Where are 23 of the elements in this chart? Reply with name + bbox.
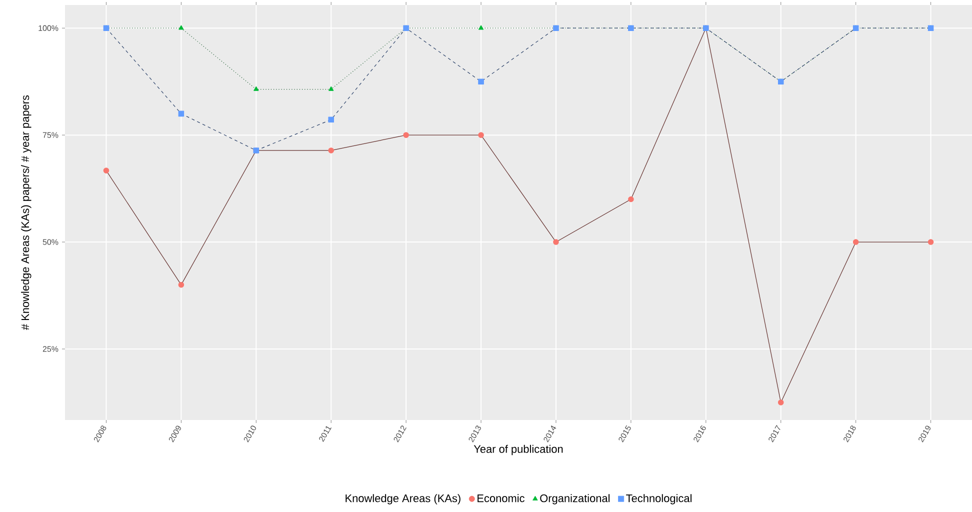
point	[178, 25, 184, 30]
point	[478, 78, 484, 84]
point	[403, 132, 409, 138]
point	[254, 86, 259, 91]
point	[328, 116, 334, 123]
legend-label: Organizational	[540, 494, 610, 504]
x-axis-title: Year of publication	[474, 444, 563, 456]
point	[778, 400, 784, 406]
point	[478, 25, 484, 30]
point	[178, 110, 184, 117]
point	[852, 239, 859, 245]
legend-label: Technological	[626, 494, 692, 504]
point	[628, 196, 634, 202]
point	[928, 239, 934, 245]
point	[178, 282, 184, 288]
point	[328, 148, 334, 154]
legend-label: Economic	[478, 494, 524, 502]
y-axis-title: # Knowledge Areas (KAs) papers/ # year papers	[21, 95, 32, 330]
point	[553, 239, 559, 245]
point	[103, 168, 110, 174]
point	[328, 86, 334, 91]
point	[478, 132, 484, 138]
legend-title: Knowledge Areas (KAs)	[346, 494, 460, 504]
